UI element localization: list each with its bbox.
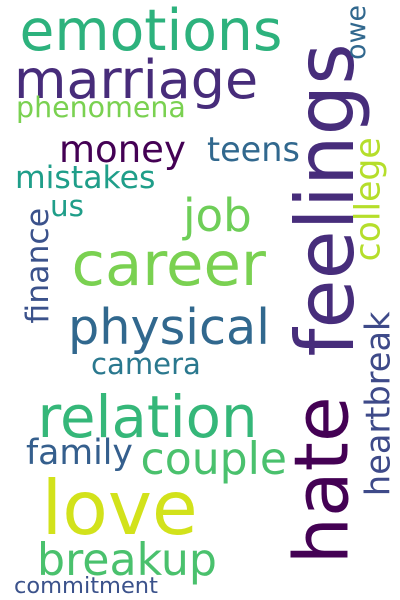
word-marriage: marriage [14, 48, 259, 111]
word-mistakes: mistakes [15, 160, 156, 196]
word-us: us [50, 188, 84, 223]
word-teens: teens [207, 130, 300, 169]
word-phenomena: phenomena [16, 91, 186, 124]
word-owe: owe [340, 4, 372, 60]
word-love: love [41, 465, 198, 552]
word-money: money [59, 128, 186, 171]
word-career: career [71, 228, 266, 300]
word-heartbreak: heartbreak [357, 311, 397, 496]
word-relation: relation [37, 382, 258, 451]
word-hate: hate [278, 395, 366, 564]
word-job: job [183, 189, 252, 242]
word-finance: finance [20, 207, 57, 324]
word-breakup: breakup [37, 534, 217, 586]
word-commitment: commitment [14, 572, 158, 599]
word-emotions: emotions [19, 0, 283, 64]
word-camera: camera [91, 347, 201, 381]
word-physical: physical [68, 297, 270, 356]
word-family: family [26, 433, 133, 473]
word-couple: couple [140, 434, 288, 485]
word-college: college [348, 136, 389, 261]
